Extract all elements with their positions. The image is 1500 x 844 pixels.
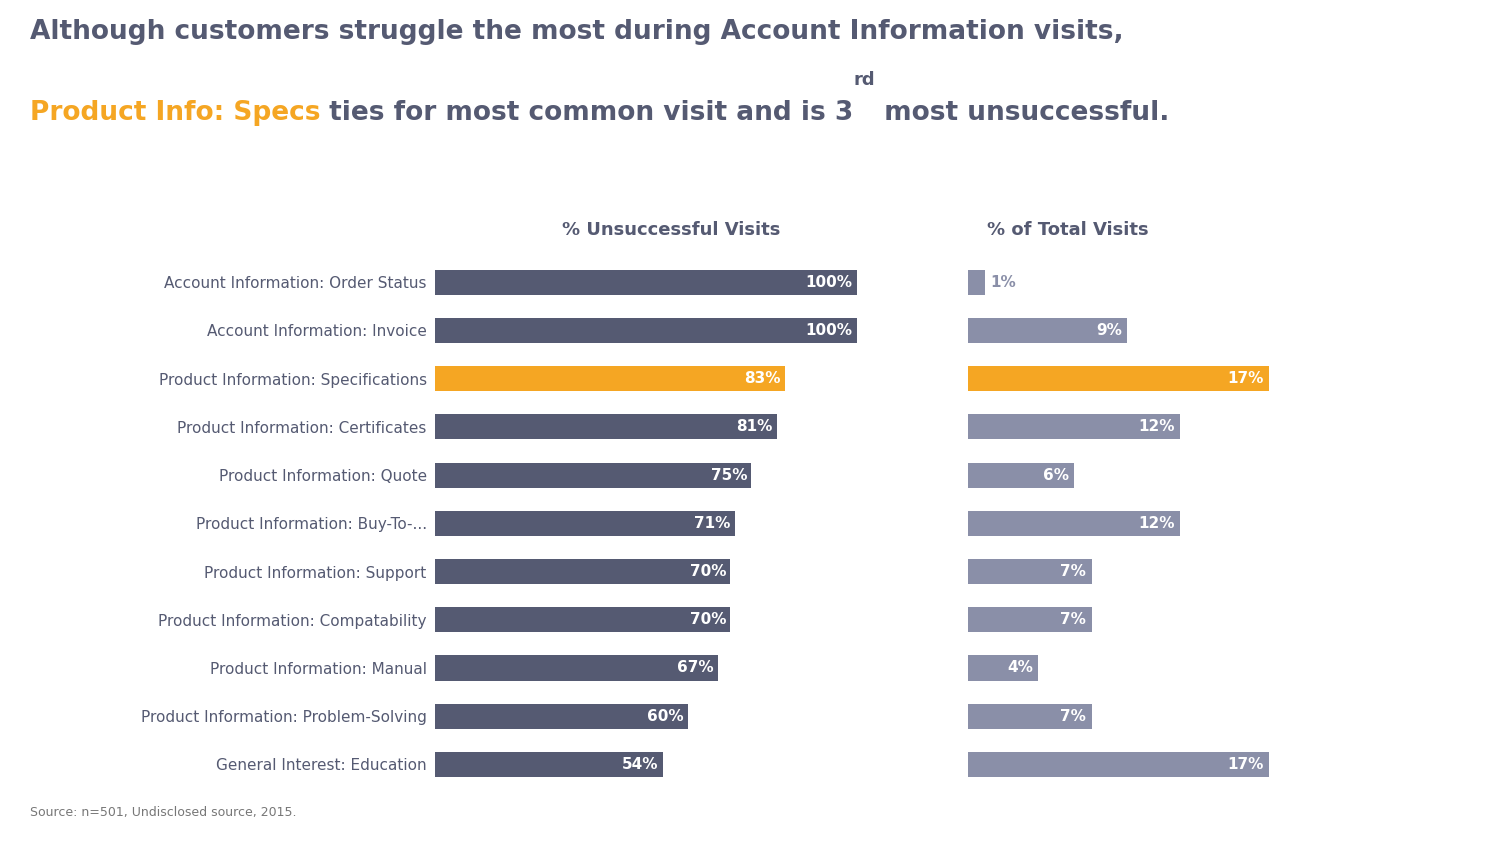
Bar [435, 511, 735, 536]
Text: 75%: 75% [711, 468, 747, 483]
Text: 7%: 7% [1060, 612, 1086, 627]
Text: 7%: 7% [1060, 709, 1086, 723]
Text: 100%: 100% [806, 323, 852, 338]
Text: 70%: 70% [690, 612, 726, 627]
Bar [435, 318, 856, 343]
Text: 1%: 1% [990, 274, 1017, 289]
Text: 4%: 4% [1007, 661, 1034, 675]
Text: 70%: 70% [690, 564, 726, 579]
Bar [968, 559, 1092, 584]
Bar [435, 366, 784, 391]
Text: most unsuccessful.: most unsuccessful. [876, 100, 1170, 126]
Text: 17%: 17% [1227, 371, 1263, 386]
Text: 17%: 17% [1227, 757, 1263, 772]
Text: Although customers struggle the most during Account Information visits,: Although customers struggle the most dur… [30, 19, 1124, 45]
Bar [968, 607, 1092, 632]
Bar [435, 656, 717, 680]
Text: 7%: 7% [1060, 564, 1086, 579]
Bar [435, 704, 688, 728]
Text: 6%: 6% [1042, 468, 1068, 483]
Text: 67%: 67% [676, 661, 714, 675]
Text: 12%: 12% [1138, 419, 1174, 435]
Bar [968, 656, 1038, 680]
Text: 60%: 60% [648, 709, 684, 723]
Bar [968, 463, 1074, 488]
Text: 81%: 81% [736, 419, 772, 435]
Text: 9%: 9% [1096, 323, 1122, 338]
Bar [435, 414, 777, 440]
Text: rd: rd [853, 71, 876, 89]
Bar [435, 559, 730, 584]
Text: % Unsuccessful Visits: % Unsuccessful Visits [562, 221, 780, 239]
Bar [435, 752, 663, 777]
Text: Product Info: Specs: Product Info: Specs [30, 100, 321, 126]
Bar [435, 463, 752, 488]
Text: THIS MAKES PRODUCT INFO:SPECS OUR PRIORITY FOR IMPROVING CUSTOMER EXPERIENCE: THIS MAKES PRODUCT INFO:SPECS OUR PRIORI… [214, 161, 1286, 181]
Bar [968, 269, 986, 295]
Text: 83%: 83% [744, 371, 782, 386]
Bar [968, 752, 1269, 777]
Bar [968, 704, 1092, 728]
Bar [968, 366, 1269, 391]
Bar [968, 318, 1126, 343]
Text: % of Total Visits: % of Total Visits [987, 221, 1149, 239]
Text: 54%: 54% [622, 757, 658, 772]
Bar [968, 511, 1180, 536]
Text: ties for most common visit and is 3: ties for most common visit and is 3 [321, 100, 854, 126]
Text: 12%: 12% [1138, 516, 1174, 531]
Text: 71%: 71% [694, 516, 730, 531]
Bar [435, 269, 856, 295]
Bar [435, 607, 730, 632]
Text: Source: n=501, Undisclosed source, 2015.: Source: n=501, Undisclosed source, 2015. [30, 806, 297, 819]
Text: 100%: 100% [806, 274, 852, 289]
Bar [968, 414, 1180, 440]
